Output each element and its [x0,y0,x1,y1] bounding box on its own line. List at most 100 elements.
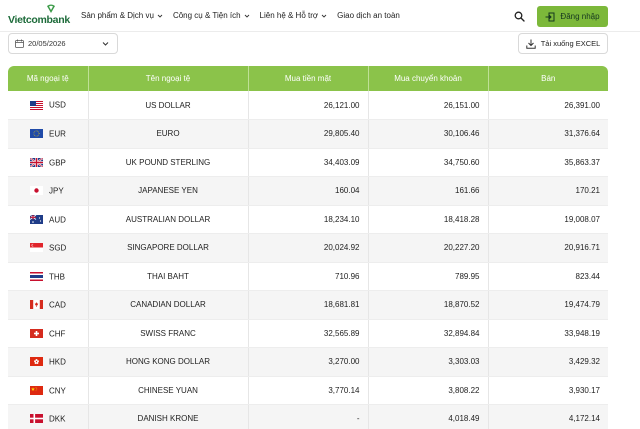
header-transfer-buy: Mua chuyển khoản [368,66,489,91]
main-nav: Sản phẩm & Dịch vụ Công cụ & Tiện ích Li… [81,11,400,20]
cell-code: HKD [8,347,89,377]
cell-transfer-buy: 3,303.03 [368,347,489,377]
cell-code: GBP [8,148,89,177]
nav-item-label: Liên hệ & Hỗ trợ [259,11,319,20]
currency-code: JPY [49,186,64,196]
cell-sell: 26,391.00 [488,91,608,120]
nav-item-tools[interactable]: Công cụ & Tiện ích [173,11,250,20]
cell-cash-buy: 710.96 [248,262,369,291]
nav-item-safe-transactions[interactable]: Giao dịch an toàn [337,11,400,20]
cell-sell: 3,429.32 [488,347,608,377]
cell-currency-name: CANADIAN DOLLAR [88,290,249,320]
table-row: GBP UK POUND STERLING 34,403.09 34,750.60 35… [8,148,608,177]
flag-eu-icon [30,129,43,139]
currency-code: EUR [49,129,66,139]
flag-sg-icon [30,243,43,253]
cell-cash-buy: - [248,404,369,429]
nav-item-label: Công cụ & Tiện ích [172,11,241,20]
currency-code: GBP [49,157,66,167]
chevron-down-icon [244,14,249,18]
login-button[interactable]: Đăng nhập [537,6,608,27]
cell-code: CHF [8,319,89,348]
table-row: JPY JAPANESE YEN 160.04 161.66 170.21 [8,176,608,206]
header-cash-buy: Mua tiền mặt [248,66,369,91]
download-icon [525,39,536,49]
cell-code: EUR [8,119,89,149]
vietcombank-logo[interactable]: Vietcombank [8,4,74,28]
header-name: Tên ngoại tệ [88,66,249,91]
currency-code: SGD [49,243,67,253]
nav-item-products[interactable]: Sản phẩm & Dịch vụ [81,11,163,20]
flag-au-icon [29,214,43,224]
table-row: AUD AUSTRALIAN DOLLAR 18,234.10 18,418.28 19… [8,205,608,234]
table-row: DKK DANISH KRONE -4,018.49 4,172.14 [8,404,608,429]
cell-currency-name: UK POUND STERLING [88,148,249,177]
cell-cash-buy: 18,681.81 [248,290,369,320]
table-row: SGD SINGAPORE DOLLAR 20,024.92 20,227.20 20,… [8,233,608,263]
flag-us-icon [30,100,43,110]
cell-sell: 19,474.79 [488,290,608,320]
cell-currency-name: HONG KONG DOLLAR [88,347,249,377]
cell-sell: 3,930.17 [488,376,608,405]
cell-currency-name: JAPANESE YEN [88,176,249,206]
logo-text: Vietcombank [8,14,70,26]
cell-code: CNY [8,376,89,405]
table-row: THB THAI BAHT 710.96 789.95 823.44 [8,262,608,291]
download-excel-button[interactable]: Tải xuống EXCEL [518,33,608,54]
currency-code: HKD [49,357,66,367]
cell-cash-buy: 160.04 [248,176,369,206]
cell-currency-name: SWISS FRANC [88,319,249,348]
table-row: CNY CHINESE YUAN 3,770.14 3,808.22 3,930.17 [8,376,608,405]
chevron-down-icon [157,14,163,18]
table-header-row: Mã ngoại tệ Tên ngoại tệ Mua tiền mặt Mu… [8,66,608,91]
flag-th-icon [30,271,43,281]
cell-transfer-buy: 789.95 [368,262,489,291]
cell-cash-buy: 18,234.10 [248,205,369,234]
cell-sell: 33,948.19 [488,319,608,348]
cell-cash-buy: 20,024.92 [248,233,369,263]
chevron-down-icon [321,14,327,18]
header-code: Mã ngoại tệ [8,66,89,91]
nav-item-support[interactable]: Liên hệ & Hỗ trợ [260,11,328,20]
cell-code: CAD [8,290,89,320]
cell-sell: 823.44 [488,262,608,291]
flag-ch-icon [30,328,43,338]
chevron-down-icon [102,42,109,46]
flag-dk-icon [30,414,43,424]
cell-cash-buy: 29,805.40 [248,119,369,149]
nav-item-label: Giao dịch an toàn [337,11,400,20]
date-picker[interactable]: 20/05/2026 [8,33,118,54]
cell-transfer-buy: 26,151.00 [368,91,489,120]
cell-code: JPY [8,176,89,206]
cell-cash-buy: 32,565.89 [248,319,369,348]
cell-transfer-buy: 32,894.84 [368,319,489,348]
header-sell: Bán [488,66,608,91]
cell-sell: 19,008.07 [488,205,608,234]
table-row: HKD HONG KONG DOLLAR 3,270.00 3,303.03 3,429… [8,347,608,377]
cell-transfer-buy: 18,870.52 [368,290,489,320]
cell-code: DKK [8,404,89,429]
table-row: USD US DOLLAR 26,121.00 26,151.00 26,391.00 [8,91,608,120]
currency-code: THB [49,271,65,281]
currency-code: CNY [49,385,66,395]
cell-transfer-buy: 3,808.22 [368,376,489,405]
cell-sell: 4,172.14 [488,404,608,429]
site-header: Vietcombank Sản phẩm & Dịch vụ Công cụ &… [0,0,640,32]
logo-mark-icon [47,4,55,13]
flag-jp-icon [30,186,43,196]
download-label: Tải xuống EXCEL [540,39,601,48]
nav-item-label: Sản phẩm & Dịch vụ [81,11,154,20]
cell-currency-name: SINGAPORE DOLLAR [88,233,249,263]
cell-code: THB [8,262,89,291]
table-row: CHF SWISS FRANC 32,565.89 32,894.84 33,948.1… [8,319,608,348]
cell-transfer-buy: 161.66 [368,176,489,206]
cell-sell: 35,863.37 [488,148,608,177]
flag-hk-icon [30,357,43,367]
cell-currency-name: US DOLLAR [88,91,249,120]
flag-ca-icon [30,300,43,310]
search-button[interactable] [510,7,528,25]
cell-currency-name: AUSTRALIAN DOLLAR [88,205,249,234]
currency-code: DKK [49,414,66,424]
date-value: 20/05/2026 [28,39,66,48]
cell-sell: 20,916.71 [488,233,608,263]
